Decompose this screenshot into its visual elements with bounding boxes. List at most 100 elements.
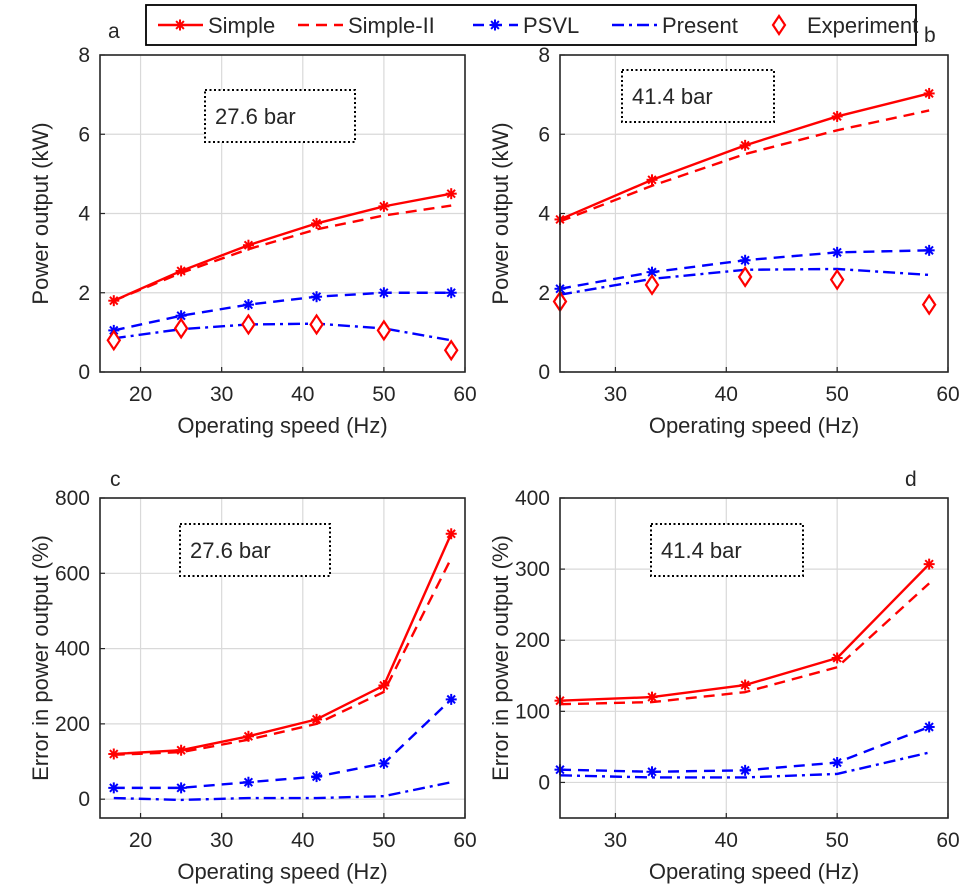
x-tick-label: 60: [453, 829, 476, 852]
y-axis-label: Power output (kW): [28, 122, 53, 304]
series-experiment: [106, 313, 459, 362]
psvl-point: [311, 771, 323, 783]
y-tick-label: 0: [538, 771, 550, 794]
simple-line: [113, 533, 453, 756]
psvl-line: [113, 291, 452, 332]
annotation-text: 41.4 bar: [661, 538, 742, 563]
x-axis-label: Operating speed (Hz): [177, 859, 387, 884]
psvl-point: [108, 782, 120, 794]
experiment-point: [106, 329, 122, 352]
y-tick-label: 8: [538, 44, 550, 67]
simple-line: [113, 192, 452, 302]
series-psvl: [108, 287, 457, 336]
psvl-point: [242, 776, 254, 788]
annotation-box: [179, 523, 331, 577]
series-simple-ii: [559, 582, 930, 706]
y-tick-label: 600: [55, 562, 90, 585]
experiment-point: [443, 339, 459, 362]
panel-d: 30 40 50 60 0 100 200 300 400 Operating speed (Hz…: [488, 468, 960, 884]
x-tick-label: 50: [825, 383, 848, 406]
y-tick-label: 100: [515, 700, 550, 723]
panel-label: c: [110, 468, 121, 491]
experiment-point: [309, 313, 324, 336]
x-tick-label: 50: [372, 829, 395, 852]
simple-point: [378, 679, 390, 691]
simple-point: [831, 110, 843, 122]
series-present: [559, 751, 930, 779]
simple-point: [923, 87, 935, 99]
experiment-point: [644, 273, 660, 296]
x-tick-label: 60: [936, 829, 959, 852]
simple-ii-line: [113, 204, 452, 302]
panel-label: d: [905, 468, 917, 491]
psvl-point: [739, 254, 751, 266]
simple-point: [175, 744, 187, 756]
simple-point: [646, 174, 658, 186]
y-tick-label: 800: [55, 487, 90, 510]
x-tick-label: 40: [291, 383, 314, 406]
series-simple-ii: [113, 557, 453, 756]
psvl-point: [646, 766, 658, 778]
y-tick-label: 4: [78, 203, 90, 226]
legend-label: Present: [662, 13, 738, 38]
annotation-text: 27.6 bar: [215, 104, 296, 129]
y-axis-label: Error in power output (%): [28, 535, 53, 781]
x-tick-label: 30: [210, 383, 233, 406]
experiment-point: [737, 265, 753, 288]
experiment-point: [829, 268, 845, 291]
y-tick-label: 0: [78, 361, 90, 384]
legend-label: Experiment: [807, 13, 918, 38]
x-axis-label: Operating speed (Hz): [177, 413, 387, 438]
psvl-point: [831, 757, 843, 769]
panel-b: 30 40 50 60 0 2 4 6 8 Operating speed (Hz) Power o…: [488, 24, 960, 438]
psvl-point: [445, 693, 457, 705]
series-simple-ii: [113, 204, 452, 302]
simple-point: [831, 652, 843, 664]
legend-item-psvl: PSVL: [473, 13, 579, 38]
psvl-point: [378, 757, 390, 769]
y-tick-label: 0: [78, 788, 90, 811]
experiment-point: [921, 293, 937, 316]
panel-label: a: [108, 20, 120, 43]
series-psvl: [554, 244, 935, 295]
x-axis-label: Operating speed (Hz): [649, 413, 859, 438]
legend: Simple Simple-II PSVL Present Experiment: [145, 4, 918, 46]
simple-point: [739, 679, 751, 691]
legend-marker-sample: [489, 19, 501, 31]
psvl-point: [311, 291, 323, 303]
psvl-point: [923, 721, 935, 733]
x-tick-label: 20: [129, 829, 152, 852]
simple-point: [739, 139, 751, 151]
legend-label: PSVL: [523, 13, 579, 38]
simple-point: [378, 200, 390, 212]
present-line: [113, 322, 452, 342]
annotation-text: 41.4 bar: [632, 84, 713, 109]
present-line: [113, 781, 452, 802]
series-present: [113, 781, 452, 802]
simple-point: [646, 691, 658, 703]
y-tick-label: 6: [538, 123, 550, 146]
y-tick-label: 8: [78, 44, 90, 67]
psvl-point: [923, 244, 935, 256]
legend-label: Simple: [208, 13, 275, 38]
panel-label: b: [924, 24, 936, 47]
y-tick-label: 0: [538, 361, 550, 384]
y-tick-label: 400: [515, 487, 550, 510]
simple-point: [445, 188, 457, 200]
legend-marker-sample: [174, 19, 186, 31]
annotation-box: [204, 89, 356, 143]
series-experiment: [552, 265, 937, 316]
series-simple: [108, 188, 457, 307]
simple-point: [445, 528, 457, 540]
x-axis-label: Operating speed (Hz): [649, 859, 859, 884]
psvl-point: [378, 287, 390, 299]
axes-frame: [99, 497, 466, 819]
psvl-point: [175, 782, 187, 794]
simple-ii-line: [113, 557, 453, 756]
legend-frame: [145, 4, 917, 46]
y-tick-label: 4: [538, 203, 550, 226]
x-tick-label: 30: [210, 829, 233, 852]
legend-marker-sample: [771, 14, 787, 36]
